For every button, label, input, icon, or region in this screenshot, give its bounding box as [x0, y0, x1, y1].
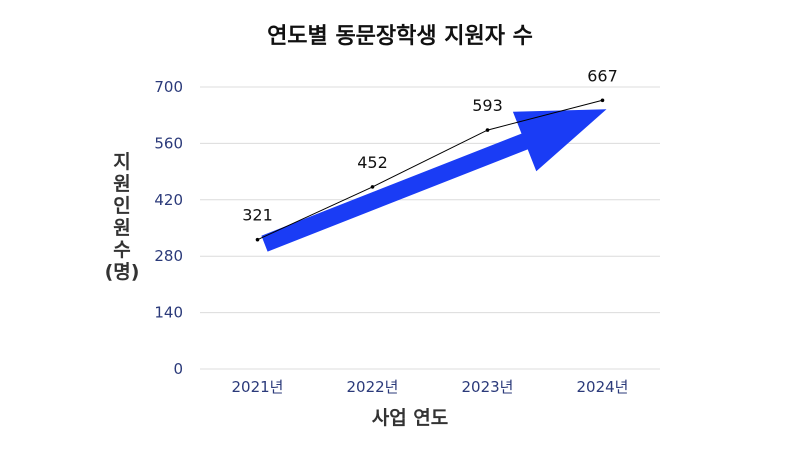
x-tick-label: 2022년 [347, 378, 399, 396]
data-label: 593 [472, 96, 503, 115]
x-axis-ticks: 2021년 2022년 2023년 2024년 [232, 378, 629, 396]
data-label: 321 [242, 206, 273, 225]
series-line [255, 98, 605, 242]
data-point [485, 128, 490, 132]
y-axis-title-glyph: 지 [113, 151, 130, 173]
data-label: 667 [587, 66, 618, 85]
data-point [600, 98, 605, 103]
series-line-path [257, 99, 603, 241]
x-tick-label: 2023년 [462, 378, 514, 396]
y-axis-title-glyph: (명) [105, 261, 140, 283]
y-axis-title-glyph: 원 [113, 173, 130, 195]
x-tick-label: 2024년 [577, 378, 629, 396]
x-tick-label: 2021년 [232, 378, 284, 396]
y-axis-title-glyph: 원 [113, 217, 130, 239]
data-point [255, 237, 260, 242]
y-axis-title-glyph: 수 [113, 239, 130, 261]
gridlines [200, 86, 660, 370]
data-label: 452 [357, 153, 388, 172]
data-point [370, 185, 375, 189]
trend-arrow [261, 109, 607, 252]
y-tick-label: 420 [154, 191, 183, 209]
y-tick-label: 280 [154, 247, 183, 265]
y-tick-label: 700 [154, 78, 183, 96]
chart-title: 연도별 동문장학생 지원자 수 [267, 24, 533, 49]
y-tick-label: 560 [154, 134, 183, 152]
y-tick-label: 140 [154, 304, 183, 322]
x-axis-title: 사업 연도 [372, 407, 449, 429]
y-axis-title-glyph: 인 [113, 195, 130, 217]
trend-arrow-shape [261, 109, 607, 252]
y-tick-label: 0 [173, 360, 183, 378]
data-labels: 321 452 593 667 [242, 66, 618, 224]
y-axis-ticks: 0 140 280 420 560 700 [154, 78, 183, 378]
